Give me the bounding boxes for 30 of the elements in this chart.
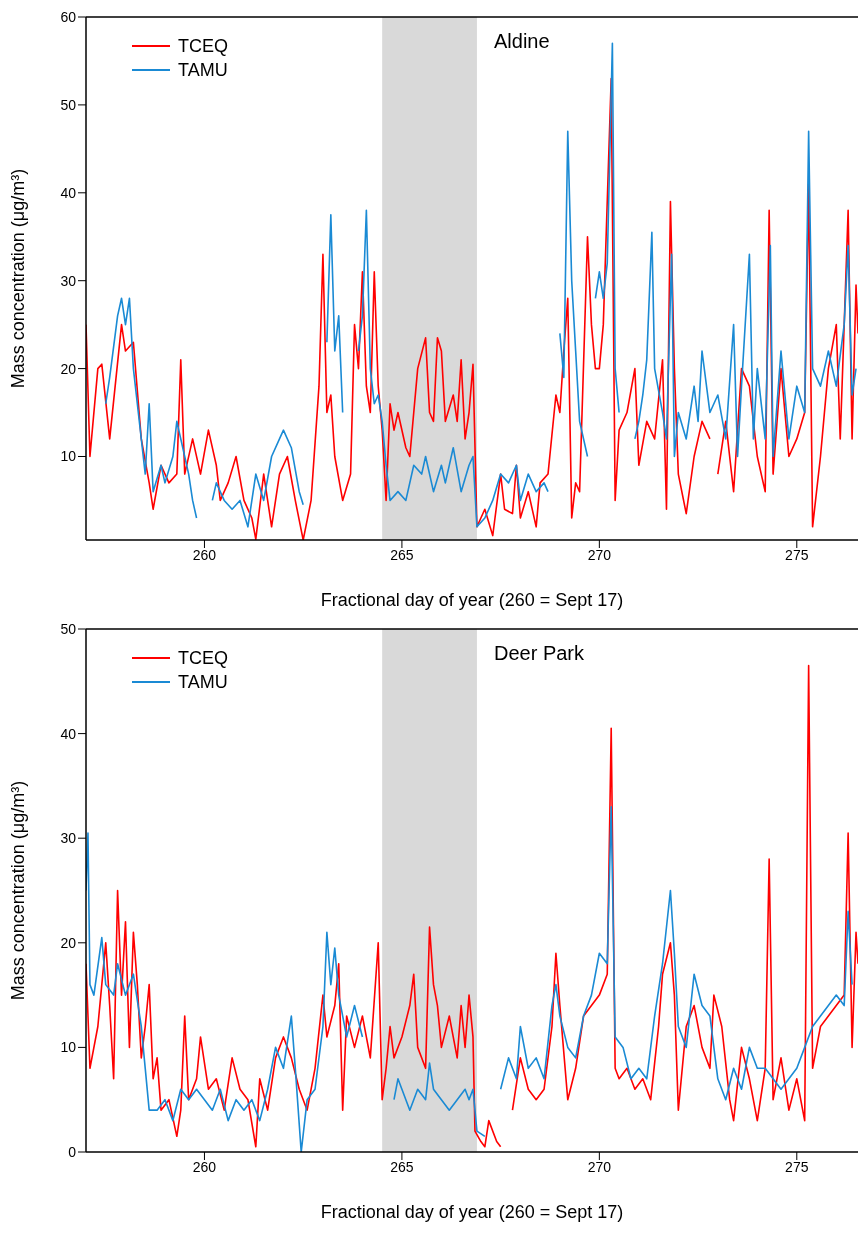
y-tick-label: 10: [60, 448, 77, 465]
y-tick-label: 50: [60, 620, 77, 637]
x-tick-label: 260: [192, 546, 217, 563]
y-tick-label: 0: [68, 1143, 77, 1160]
x-tick-label: 260: [192, 1158, 217, 1175]
x-tick-label: 265: [390, 546, 414, 563]
y-tick-label: 20: [60, 934, 77, 951]
y-tick-label: 30: [60, 830, 77, 847]
y-tick-label: 20: [60, 360, 77, 377]
legend-label: TCEQ: [178, 647, 229, 670]
legend-label: TCEQ: [178, 35, 229, 58]
y-tick-label: 40: [60, 725, 77, 742]
x-axis-title: Fractional day of year (260 = Sept 17): [320, 590, 624, 610]
y-axis-title: Mass concentration (μg/m³): [8, 168, 29, 389]
annotation: Aldine: [494, 30, 550, 53]
x-tick-label: 265: [390, 1158, 414, 1175]
y-tick-label: 10: [60, 1039, 77, 1056]
annotation: Deer Park: [494, 642, 585, 665]
x-tick-label: 270: [587, 1158, 612, 1175]
y-tick-label: 30: [60, 272, 77, 289]
y-tick-label: 40: [60, 184, 77, 201]
x-axis-title: Fractional day of year (260 = Sept 17): [320, 1202, 624, 1222]
legend-label: TAMU: [178, 59, 228, 82]
legend-label: TAMU: [178, 671, 228, 694]
y-tick-label: 50: [60, 96, 77, 113]
y-axis-title: Mass concentration (μg/m³): [8, 780, 29, 1001]
y-tick-label: 60: [60, 8, 77, 25]
x-tick-label: 275: [785, 546, 809, 563]
x-tick-label: 275: [785, 1158, 809, 1175]
x-tick-label: 270: [587, 546, 612, 563]
